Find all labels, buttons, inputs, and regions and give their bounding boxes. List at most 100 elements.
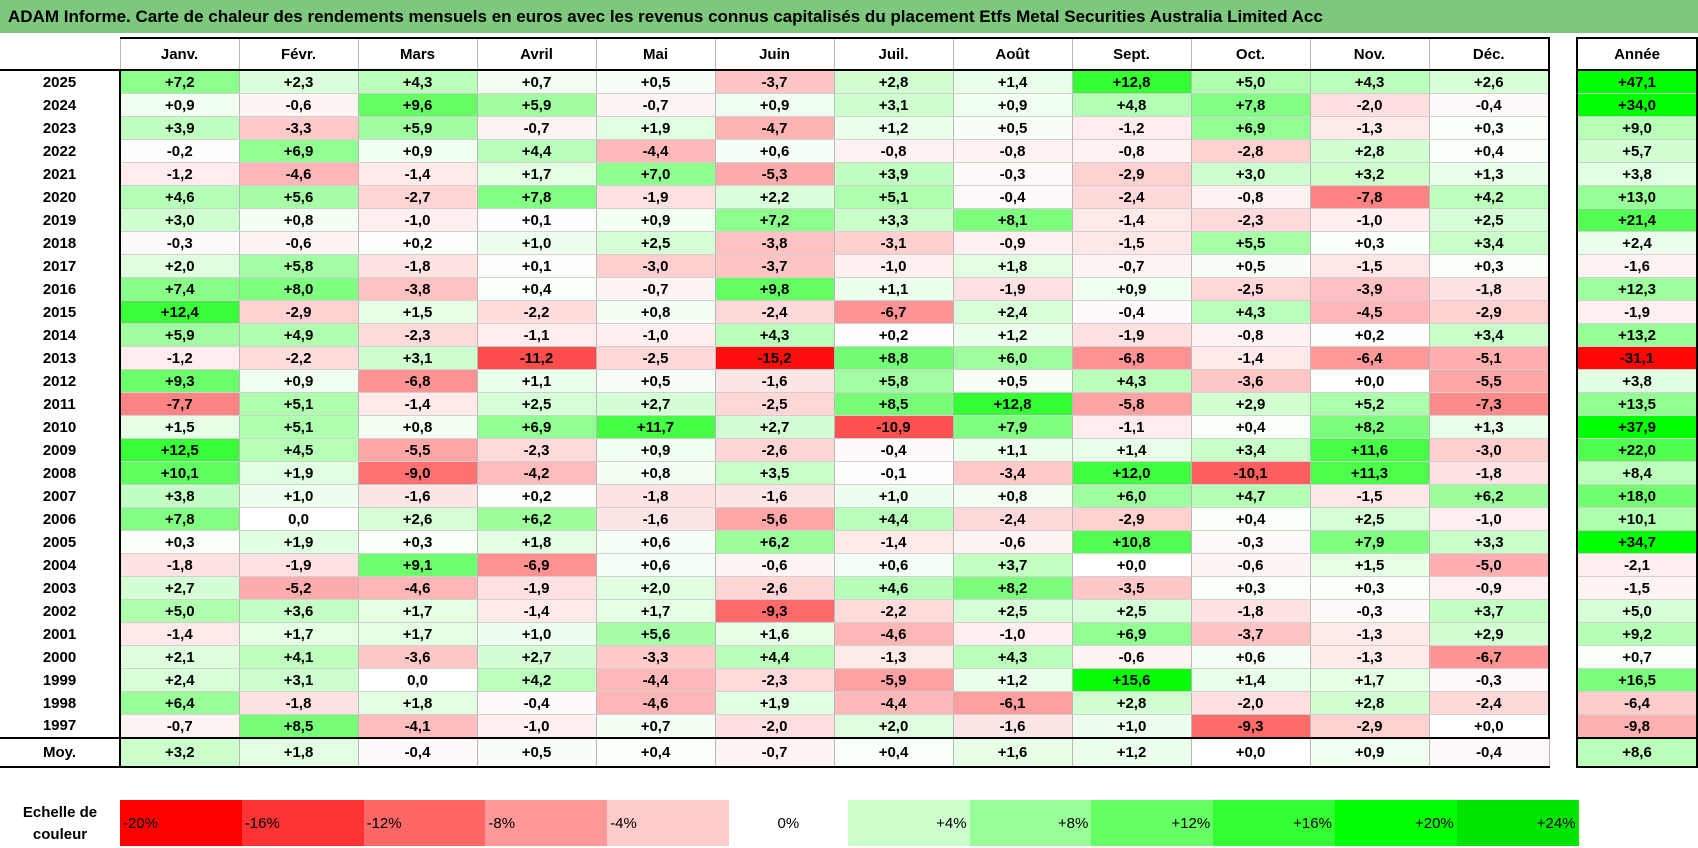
heatmap-cell: +3,0	[1190, 162, 1311, 186]
heatmap-cell: -1,1	[476, 323, 597, 347]
heatmap-cell: -0,4	[1428, 93, 1550, 117]
heatmap-cell: +4,1	[238, 645, 359, 669]
heatmap-cell: +2,6	[357, 507, 478, 531]
heatmap-cell: -3,5	[1071, 576, 1192, 600]
heatmap-cell: +2,7	[714, 415, 835, 439]
table-row: 2022 -0,2 +6,9 +0,9 +4,4 -4,4 +0,6 -0,8 -0,8 -0,8…	[0, 139, 1550, 163]
year-label: 2013	[0, 346, 121, 370]
heatmap-cell: -4,6	[833, 622, 954, 646]
heatmap-cell: -0,8	[1190, 323, 1311, 347]
year-label: 2002	[0, 599, 121, 623]
heatmap-cell: -2,5	[595, 346, 716, 370]
heatmap-cell: +1,7	[476, 162, 597, 186]
year-label: 1999	[0, 668, 121, 692]
heatmap-cell: -1,9	[238, 553, 359, 577]
heatmap-cell: +2,0	[595, 576, 716, 600]
heatmap-cell: -1,0	[357, 208, 478, 232]
heatmap-cell: +6,9	[238, 139, 359, 163]
heatmap-cell: -2,0	[714, 714, 835, 739]
annual-return-cell: +13,5	[1576, 392, 1698, 416]
heatmap-cell: +4,6	[119, 185, 240, 209]
heatmap-cell: +8,1	[952, 208, 1073, 232]
heatmap-cell: +1,2	[952, 323, 1073, 347]
annual-return-cell: +3,8	[1576, 369, 1698, 393]
heatmap-cell: +4,3	[1071, 369, 1192, 393]
heatmap-cell: -2,0	[1190, 691, 1311, 715]
annual-return-cell: +18,0	[1576, 484, 1698, 508]
heatmap-cell: +3,4	[1190, 438, 1311, 462]
heatmap-cell: -1,4	[833, 530, 954, 554]
page-title: ADAM Informe. Carte de chaleur des rende…	[0, 0, 1698, 33]
annual-return-cell: -6,4	[1576, 691, 1698, 715]
heatmap-cell: +4,3	[952, 645, 1073, 669]
heatmap-cell: +0,0	[1309, 369, 1430, 393]
color-scale-stop: +8%	[969, 800, 1092, 846]
heatmap-cell: -1,8	[357, 254, 478, 278]
heatmap-cell: -2,9	[1071, 162, 1192, 186]
heatmap-cell: -6,9	[476, 553, 597, 577]
heatmap-cell: +1,3	[1428, 415, 1550, 439]
color-scale-stop: -20%	[120, 800, 242, 846]
table-row: 2002 +5,0 +3,6 +1,7 -1,4 +1,7 -9,3 -2,2 +2,5 +2,5…	[0, 599, 1550, 623]
heatmap-cell: +6,0	[952, 346, 1073, 370]
annual-return-cell: +12,3	[1576, 277, 1698, 301]
heatmap-cell: +1,8	[357, 691, 478, 715]
table-row: 2012 +9,3 +0,9 -6,8 +1,1 +0,5 -1,6 +5,8 +0,5 +4,3…	[0, 369, 1550, 393]
heatmap-cell: +7,8	[1190, 93, 1311, 117]
heatmap-cell: +4,7	[1190, 484, 1311, 508]
heatmap-cell: -1,0	[476, 714, 597, 739]
year-label: 2009	[0, 438, 121, 462]
heatmap-cell: -5,2	[238, 576, 359, 600]
heatmap-cell: +2,5	[1309, 507, 1430, 531]
heatmap-cell: +0,2	[1309, 323, 1430, 347]
heatmap-cell: -5,0	[1428, 553, 1550, 577]
heatmap-cell: +2,5	[595, 231, 716, 255]
monthly-heatmap-table: Janv. Févr. Mars Avril Mai Juin Juil. Août Sept.…	[0, 37, 1550, 768]
table-row: 2009 +12,5 +4,5 -5,5 -2,3 +0,9 -2,6 -0,4 +1,1 +1,…	[0, 438, 1550, 462]
heatmap-cell: -0,7	[476, 116, 597, 140]
heatmap-cell: +0,8	[357, 415, 478, 439]
heatmap-cell: -0,6	[238, 93, 359, 117]
table-row: 2006 +7,8 0,0 +2,6 +6,2 -1,6 -5,6 +4,4 -2,4 -2,9 +…	[0, 507, 1550, 531]
annual-return-cell: +21,4	[1576, 208, 1698, 232]
color-scale: -20% -16% -12% -8% -4% 0% +4% +8% +12% +16% +20% +2…	[120, 800, 1579, 846]
table-row: 2007 +3,8 +1,0 -1,6 +0,2 -1,8 -1,6 +1,0 +0,8 +6,0…	[0, 484, 1550, 508]
heatmap-cell: +3,1	[833, 93, 954, 117]
color-scale-stop: 0%	[728, 800, 848, 846]
heatmap-cell: +0,6	[1190, 645, 1311, 669]
heatmap-cell: -1,0	[1428, 507, 1550, 531]
heatmap-cell: -1,8	[1190, 599, 1311, 623]
heatmap-cell: +3,8	[119, 484, 240, 508]
heatmap-cell: +4,3	[714, 323, 835, 347]
heatmap-cell: +0,3	[1309, 231, 1430, 255]
heatmap-cell: +10,1	[119, 461, 240, 485]
heatmap-cell: -0,6	[1190, 553, 1311, 577]
annual-return-cell: +0,7	[1576, 645, 1698, 669]
month-header-11: Nov.	[1309, 37, 1429, 71]
heatmap-cell: -5,6	[714, 507, 835, 531]
heatmap-cell: -2,2	[833, 599, 954, 623]
heatmap-cell: +1,1	[833, 277, 954, 301]
heatmap-cell: +0,6	[595, 530, 716, 554]
average-cell: -0,4	[357, 737, 478, 768]
heatmap-cell: +1,7	[357, 599, 478, 623]
heatmap-cell: -15,2	[714, 346, 835, 370]
heatmap-cell: -2,8	[1190, 139, 1311, 163]
year-label: 2003	[0, 576, 121, 600]
heatmap-cell: -1,3	[833, 645, 954, 669]
heatmap-cell: +8,2	[952, 576, 1073, 600]
year-label: 2008	[0, 461, 121, 485]
heatmap-cell: +2,0	[119, 254, 240, 278]
heatmap-cell: -7,3	[1428, 392, 1550, 416]
month-header-10: Oct.	[1190, 37, 1310, 71]
heatmap-cell: +3,1	[238, 668, 359, 692]
heatmap-cell: +5,1	[238, 415, 359, 439]
table-row: 2010 +1,5 +5,1 +0,8 +6,9 +11,7 +2,7 -10,9 +7,9 -1…	[0, 415, 1550, 439]
heatmap-cell: +0,3	[357, 530, 478, 554]
heatmap-cell: +1,5	[1309, 553, 1430, 577]
month-header-4: Avril	[476, 37, 596, 71]
heatmap-cell: +6,9	[476, 415, 597, 439]
heatmap-cell: +1,7	[595, 599, 716, 623]
heatmap-cell: -11,2	[476, 346, 597, 370]
heatmap-cell: +4,3	[1309, 69, 1430, 94]
